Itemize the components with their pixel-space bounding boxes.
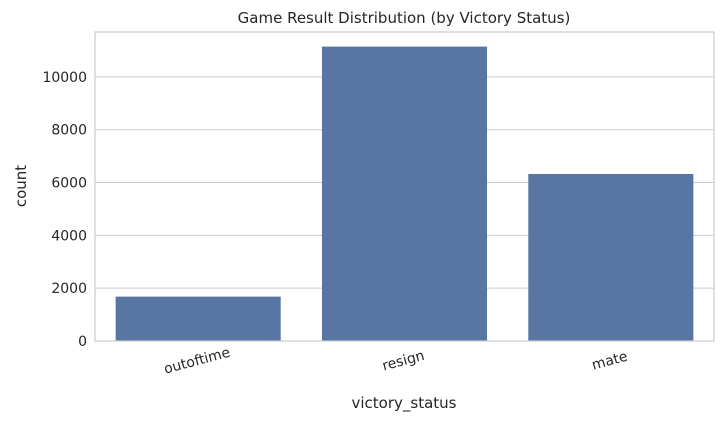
- y-tick-label: 10000: [42, 70, 87, 86]
- y-axis-label: count: [12, 165, 30, 207]
- y-tick-label: 4000: [51, 228, 87, 244]
- x-tick-label-resign: resign: [381, 348, 427, 375]
- bar-outoftime: [115, 296, 281, 341]
- y-tick-label: 0: [78, 334, 87, 350]
- plot-frame: [94, 31, 715, 342]
- x-axis-label: victory_status: [352, 394, 457, 413]
- bar-mate: [528, 173, 694, 341]
- x-tick-label-outoftime: outoftime: [162, 345, 232, 378]
- y-tick-label: 8000: [51, 123, 87, 139]
- bar-resign: [321, 46, 488, 342]
- y-tick-label: 6000: [51, 176, 87, 192]
- x-tick-labels: outoftime resign mate: [162, 345, 629, 378]
- y-tick-labels: 0 2000 4000 6000 8000 10000: [42, 70, 87, 350]
- bars: [115, 46, 694, 342]
- chart-title: Game Result Distribution (by Victory Sta…: [238, 9, 571, 27]
- x-tick-label-mate: mate: [590, 349, 629, 374]
- y-tick-label: 2000: [51, 281, 87, 297]
